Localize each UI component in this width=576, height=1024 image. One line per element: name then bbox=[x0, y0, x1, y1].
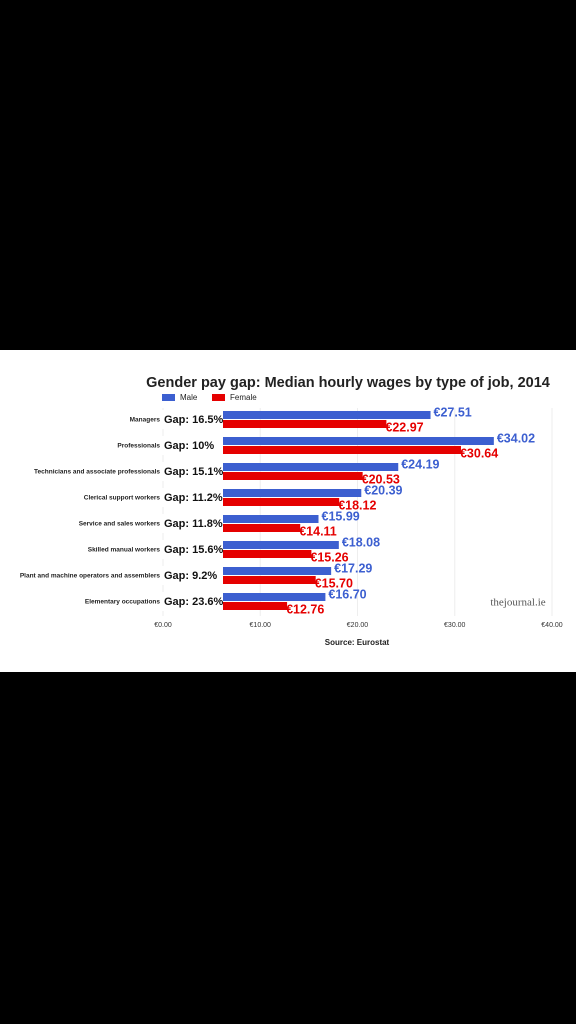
source: Source: Eurostat bbox=[325, 638, 390, 647]
bar bbox=[163, 498, 340, 506]
bar bbox=[163, 515, 319, 523]
x-tick-label: €20.00 bbox=[347, 622, 369, 629]
bar bbox=[163, 411, 431, 419]
value-label: €27.51 bbox=[434, 405, 472, 419]
value-label: €16.70 bbox=[328, 587, 366, 601]
chart-title: Gender pay gap: Median hourly wages by t… bbox=[146, 375, 550, 391]
bar bbox=[163, 489, 362, 497]
bar bbox=[163, 576, 316, 584]
value-label: €20.39 bbox=[364, 483, 402, 497]
x-tick-label: €10.00 bbox=[250, 622, 272, 629]
value-label: €22.97 bbox=[385, 420, 423, 434]
value-label: €15.26 bbox=[310, 550, 348, 564]
annotation-bg bbox=[161, 566, 223, 585]
watermark: thejournal.ie bbox=[490, 597, 545, 609]
category-label: Service and sales workers bbox=[79, 521, 161, 528]
value-label: €24.19 bbox=[401, 457, 439, 471]
bar bbox=[163, 602, 288, 610]
annotation-bg bbox=[161, 488, 223, 507]
legend-swatch bbox=[212, 394, 225, 401]
x-tick-label: €0.00 bbox=[154, 622, 172, 629]
value-label: €14.11 bbox=[299, 524, 337, 538]
category-label: Managers bbox=[130, 417, 161, 424]
value-label: €20.53 bbox=[362, 472, 400, 486]
value-label: €15.70 bbox=[315, 576, 353, 590]
gap-label: Gap: 15.1% bbox=[164, 466, 224, 478]
category-label: Elementary occupations bbox=[85, 599, 161, 606]
value-label: €17.29 bbox=[334, 561, 372, 575]
category-label: Technicians and associate professionals bbox=[34, 469, 160, 476]
annotation-bg bbox=[161, 410, 223, 429]
gap-label: Gap: 16.5% bbox=[164, 414, 224, 426]
legend-label: Male bbox=[180, 393, 198, 402]
bar bbox=[163, 437, 494, 445]
annotation-bg bbox=[161, 540, 223, 559]
category-label: Professionals bbox=[117, 443, 160, 450]
bar bbox=[163, 593, 326, 601]
annotation-bg bbox=[161, 462, 223, 481]
bar bbox=[163, 524, 301, 532]
category-label: Clerical support workers bbox=[84, 495, 161, 502]
value-label: €34.02 bbox=[497, 431, 535, 445]
bar bbox=[163, 567, 332, 575]
annotation-bg bbox=[161, 436, 223, 455]
legend-swatch bbox=[162, 394, 175, 401]
value-label: €12.76 bbox=[286, 602, 324, 616]
bar bbox=[163, 541, 339, 549]
chart-panel bbox=[0, 350, 576, 672]
bar bbox=[163, 463, 399, 471]
value-label: €18.12 bbox=[338, 498, 376, 512]
category-label: Skilled manual workers bbox=[88, 547, 161, 554]
gap-label: Gap: 9.2% bbox=[164, 570, 217, 582]
x-tick-label: €30.00 bbox=[444, 622, 466, 629]
bar bbox=[163, 420, 387, 428]
bar bbox=[163, 446, 461, 454]
bar bbox=[163, 472, 363, 480]
x-tick-label: €40.00 bbox=[541, 622, 563, 629]
gap-label: Gap: 11.8% bbox=[164, 518, 223, 530]
gap-label: Gap: 23.6% bbox=[164, 596, 224, 608]
category-label: Plant and machine operators and assemble… bbox=[20, 573, 161, 580]
gap-label: Gap: 11.2% bbox=[164, 492, 223, 504]
gap-label: Gap: 10% bbox=[164, 440, 214, 452]
value-label: €30.64 bbox=[460, 446, 498, 460]
legend-label: Female bbox=[230, 393, 257, 402]
gap-label: Gap: 15.6% bbox=[164, 544, 224, 556]
annotation-bg bbox=[161, 592, 223, 611]
annotation-bg bbox=[161, 514, 223, 533]
bar bbox=[163, 550, 312, 558]
value-label: €15.99 bbox=[322, 509, 360, 523]
value-label: €18.08 bbox=[342, 535, 380, 549]
